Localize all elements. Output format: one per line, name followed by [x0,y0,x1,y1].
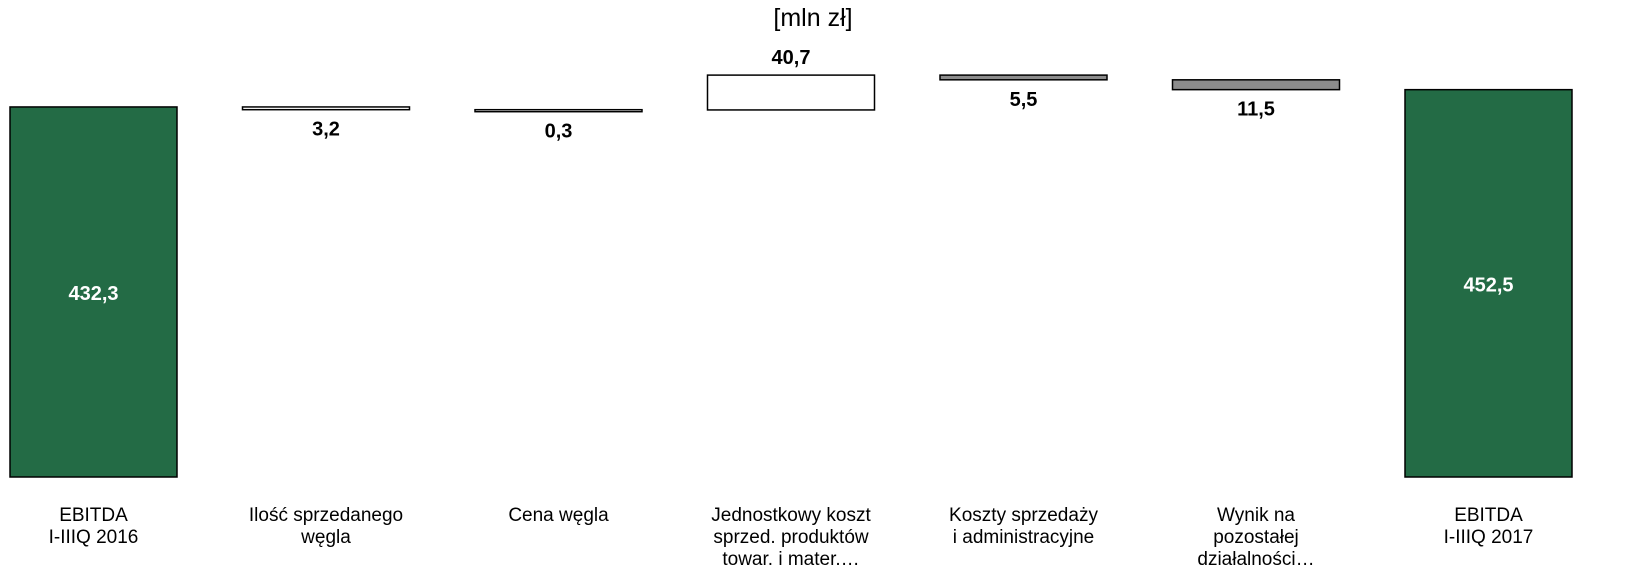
category-label-0: EBITDA I-IIIQ 2016 [0,505,204,549]
value-label-0: 432,3 [68,283,118,305]
value-label-4: 5,5 [1010,89,1038,111]
category-label-6: EBITDA I-IIIQ 2017 [1379,505,1599,549]
bar-4 [939,74,1108,81]
category-label-line: Koszty sprzedaży [949,505,1098,526]
value-label-2: 0,3 [545,121,573,143]
category-label-1: Ilość sprzedanego węgla [216,505,436,549]
bar-3 [706,74,876,111]
value-label-1: 3,2 [312,119,340,141]
category-label-line: węgla [301,527,351,548]
bar-5 [1171,79,1341,91]
category-label-line: I-IIIQ 2016 [48,527,139,548]
category-label-line: I-IIIQ 2017 [1443,527,1534,548]
value-label-5: 11,5 [1237,99,1275,121]
category-label-line: EBITDA [1454,505,1523,526]
bar-1 [241,106,411,111]
bar-2 [474,108,643,113]
category-label-line: towar. i mater.… [722,549,860,570]
bar-0 [9,106,178,478]
category-label-line: działalności… [1197,549,1315,570]
category-label-5: Wynik na pozostałej działalności… [1146,505,1366,571]
category-label-4: Koszty sprzedaży i administracyjne [914,505,1134,549]
bar-6 [1404,88,1573,478]
category-label-2: Cena węgla [449,505,669,527]
category-label-line: Jednostkowy koszt [711,505,871,526]
category-label-line: pozostałej [1213,527,1299,548]
category-label-line: sprzed. produktów [713,527,869,548]
category-label-line: Wynik na [1217,505,1295,526]
category-label-line: EBITDA [59,505,128,526]
category-label-line: Ilość sprzedanego [248,505,404,526]
value-label-3: 40,7 [772,47,811,69]
category-label-line: Cena węgla [508,505,609,526]
chart-unit-label: [mln zł] [773,4,853,32]
value-label-6: 452,5 [1463,274,1513,296]
category-label-3: Jednostkowy koszt sprzed. produktów towar.… [681,505,901,571]
category-label-line: i administracyjne [952,527,1095,548]
